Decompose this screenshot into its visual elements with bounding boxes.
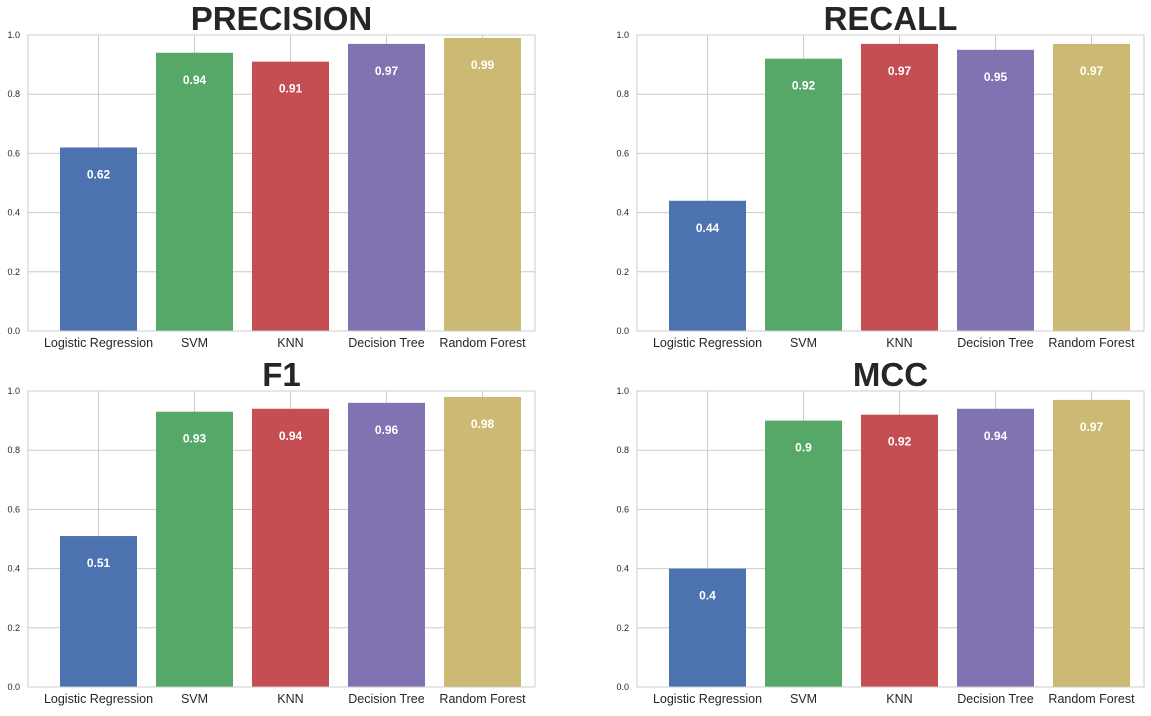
- y-tick-label: 0.4: [7, 208, 20, 218]
- y-tick-label: 1.0: [7, 386, 20, 396]
- x-tick-label: KNN: [886, 336, 912, 350]
- bar-logistic-regression: [669, 568, 746, 687]
- x-tick-label: KNN: [277, 336, 303, 350]
- axes-frame: [636, 34, 1145, 332]
- x-tick-label: SVM: [181, 692, 208, 706]
- x-tick-label: Decision Tree: [348, 692, 424, 706]
- bar-logistic-regression: [60, 147, 137, 331]
- bar-decision-tree: [348, 43, 425, 331]
- y-tick-label: 0.6: [7, 504, 20, 514]
- y-tick-label: 0.2: [616, 267, 629, 277]
- bar-value-label: 0.92: [792, 79, 816, 93]
- y-tick-label: 0.8: [7, 445, 20, 455]
- x-tick-label: KNN: [277, 692, 303, 706]
- axes-frame: [636, 390, 1145, 688]
- bar-value-label: 0.51: [87, 556, 111, 570]
- y-tick-label: 0.0: [7, 326, 20, 336]
- bar-value-label: 0.97: [1080, 420, 1104, 434]
- x-tick-label: Logistic Regression: [653, 692, 762, 706]
- axes-frame: [27, 390, 536, 688]
- chart-title: RECALL: [824, 0, 958, 37]
- axes-frame: [27, 34, 536, 332]
- bar-value-label: 0.62: [87, 167, 111, 181]
- bar-value-label: 0.97: [375, 64, 399, 78]
- y-tick-label: 0.4: [616, 564, 629, 574]
- bar-value-label: 0.94: [984, 429, 1008, 443]
- y-tick-label: 0.2: [7, 623, 20, 633]
- bar-value-label: 0.97: [1080, 64, 1104, 78]
- bar-random-forest: [444, 396, 521, 687]
- bar-random-forest: [444, 37, 521, 332]
- bar-value-label: 0.97: [888, 64, 912, 78]
- bar-value-label: 0.99: [471, 58, 495, 72]
- bar-value-label: 0.98: [471, 417, 495, 431]
- bar-decision-tree: [957, 49, 1034, 332]
- x-tick-label: Random Forest: [1048, 692, 1135, 706]
- chart-panel-recall: 0.0 0.2 0.4 0.6 0.8 1.0 0.44 0.92 0.97 0.95 0.97 Lo…: [616, 0, 1145, 350]
- bar-knn: [252, 408, 329, 687]
- y-tick-label: 0.8: [616, 445, 629, 455]
- bar-logistic-regression: [669, 200, 746, 331]
- y-tick-label: 0.0: [7, 682, 20, 692]
- x-tick-label: KNN: [886, 692, 912, 706]
- y-tick-label: 0.6: [616, 148, 629, 158]
- chart-panel-f1: 0.0 0.2 0.4 0.6 0.8 1.0 0.51 0.93 0.94 0.96 0.98 Lo…: [7, 356, 536, 706]
- x-tick-label: Logistic Regression: [653, 336, 762, 350]
- x-tick-label: Decision Tree: [348, 336, 424, 350]
- bar-random-forest: [1053, 43, 1130, 331]
- x-tick-label: Logistic Regression: [44, 692, 153, 706]
- y-tick-label: 0.0: [616, 326, 629, 336]
- bar-svm: [156, 411, 233, 687]
- bar-svm: [765, 58, 842, 332]
- y-tick-label: 1.0: [7, 30, 20, 40]
- x-tick-label: Random Forest: [1048, 336, 1135, 350]
- bar-value-label: 0.9: [795, 441, 812, 455]
- x-tick-label: SVM: [790, 692, 817, 706]
- x-tick-label: Random Forest: [439, 336, 526, 350]
- chart-title: PRECISION: [191, 0, 373, 37]
- y-tick-label: 0.8: [616, 89, 629, 99]
- x-tick-label: Logistic Regression: [44, 336, 153, 350]
- y-tick-label: 0.8: [7, 89, 20, 99]
- bar-value-label: 0.93: [183, 432, 207, 446]
- x-tick-label: SVM: [181, 336, 208, 350]
- y-tick-label: 0.6: [7, 148, 20, 158]
- y-tick-label: 0.4: [616, 208, 629, 218]
- y-tick-label: 0.6: [616, 504, 629, 514]
- x-tick-label: SVM: [790, 336, 817, 350]
- bar-decision-tree: [348, 402, 425, 687]
- bar-value-label: 0.95: [984, 70, 1008, 84]
- chart-panel-mcc: 0.0 0.2 0.4 0.6 0.8 1.0 0.4 0.9 0.92 0.94 0.97 Logi…: [616, 356, 1145, 706]
- bar-knn: [861, 43, 938, 331]
- bar-value-label: 0.91: [279, 82, 303, 96]
- y-tick-label: 1.0: [616, 30, 629, 40]
- bar-decision-tree: [957, 408, 1034, 687]
- y-tick-label: 0.0: [616, 682, 629, 692]
- bar-value-label: 0.92: [888, 435, 912, 449]
- y-tick-label: 0.4: [7, 564, 20, 574]
- bar-value-label: 0.96: [375, 423, 399, 437]
- bar-value-label: 0.94: [279, 429, 303, 443]
- x-tick-label: Random Forest: [439, 692, 526, 706]
- x-tick-label: Decision Tree: [957, 336, 1033, 350]
- bar-logistic-regression: [60, 536, 137, 687]
- y-tick-label: 1.0: [616, 386, 629, 396]
- x-tick-label: Decision Tree: [957, 692, 1033, 706]
- bar-value-label: 0.94: [183, 73, 207, 87]
- bar-value-label: 0.44: [696, 221, 720, 235]
- bar-value-label: 0.4: [699, 589, 716, 603]
- chart-title: MCC: [853, 356, 928, 393]
- bar-random-forest: [1053, 399, 1130, 687]
- y-tick-label: 0.2: [616, 623, 629, 633]
- bar-knn: [252, 61, 329, 331]
- bar-svm: [765, 420, 842, 687]
- chart-title: F1: [262, 356, 301, 393]
- chart-panel-precision: 0.0 0.2 0.4 0.6 0.8 1.0 0.62 0.94 0.91 0.97 0.99 Lo…: [7, 0, 536, 350]
- y-tick-label: 0.2: [7, 267, 20, 277]
- bar-knn: [861, 414, 938, 687]
- bar-svm: [156, 52, 233, 331]
